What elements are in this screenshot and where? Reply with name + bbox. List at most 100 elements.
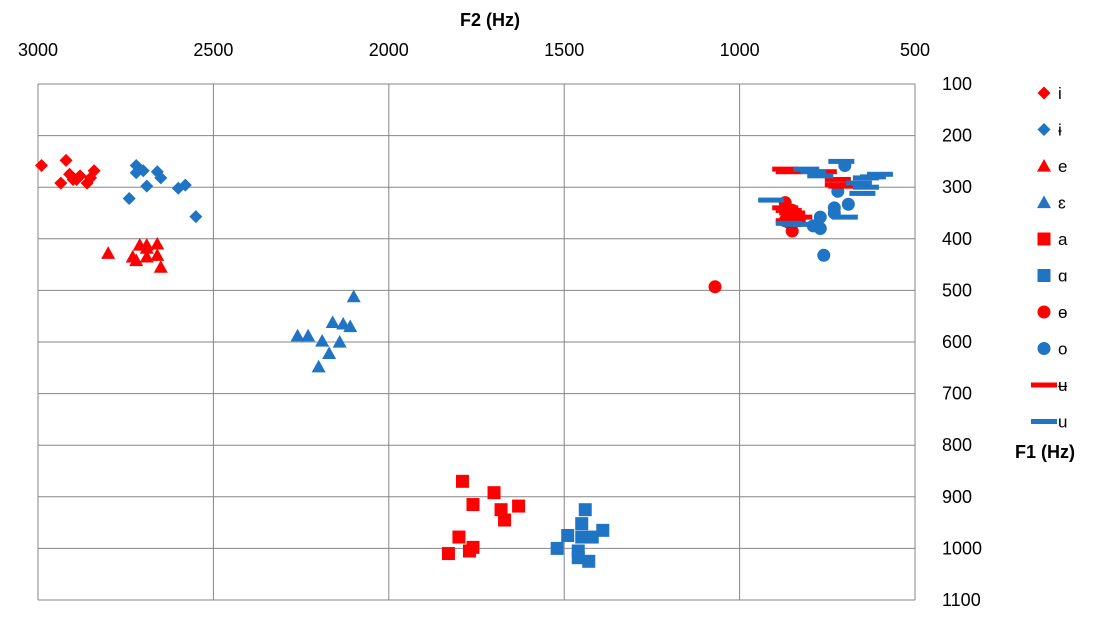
series-4 <box>441 474 526 561</box>
legend-label: ʉ <box>1058 376 1068 395</box>
data-point <box>828 183 855 189</box>
x-tick-label: 500 <box>900 40 930 60</box>
y-tick-label: 100 <box>942 74 972 94</box>
data-point <box>290 328 305 342</box>
data-point <box>136 164 150 178</box>
data-point <box>828 158 855 164</box>
legend-marker <box>1031 382 1057 388</box>
data-point <box>793 166 820 172</box>
data-point <box>322 346 337 359</box>
legend-marker <box>1031 419 1057 424</box>
legend-label: o <box>1058 340 1067 359</box>
data-point <box>817 248 831 262</box>
data-point <box>498 513 512 527</box>
data-point <box>785 224 799 238</box>
data-point <box>301 328 316 342</box>
data-point <box>813 210 827 224</box>
series-1 <box>122 159 203 224</box>
axes: 3000 2500 2000 1500 1000 500 100 200 300 400 500 60… <box>18 40 982 610</box>
data-point <box>775 218 802 224</box>
y-tick-label: 1000 <box>942 538 982 558</box>
data-point <box>831 214 858 220</box>
data-point <box>775 169 802 175</box>
legend-marker <box>1037 305 1051 319</box>
x-tick-label: 2500 <box>193 40 233 60</box>
data-point <box>122 192 136 206</box>
data-point <box>54 176 68 190</box>
data-point <box>487 486 501 500</box>
data-point <box>813 221 827 235</box>
data-point <box>596 523 610 537</box>
series-3 <box>290 289 361 373</box>
data-point <box>343 319 358 333</box>
data-point <box>786 214 813 220</box>
data-point <box>178 178 192 192</box>
data-point <box>325 315 340 328</box>
data-point <box>139 237 154 251</box>
data-point <box>35 159 49 173</box>
legend-marker <box>1037 232 1051 246</box>
data-point <box>550 541 564 555</box>
data-point <box>708 280 722 294</box>
data-point <box>575 530 589 544</box>
data-point <box>59 153 73 167</box>
data-point <box>841 197 855 211</box>
x-axis-title: F2 (Hz) <box>460 10 520 30</box>
data-point <box>494 503 508 517</box>
legend-marker <box>1037 195 1051 209</box>
data-point <box>575 517 589 531</box>
data-point <box>154 171 168 185</box>
y-tick-label: 700 <box>942 384 972 404</box>
gridlines <box>37 83 916 601</box>
data-point <box>578 503 592 517</box>
x-tick-label: 2000 <box>369 40 409 60</box>
y-tick-label: 600 <box>942 332 972 352</box>
data-point <box>332 335 347 348</box>
data-point <box>866 171 893 177</box>
y-axis-title: F1 (Hz) <box>1015 442 1075 462</box>
data-point <box>150 236 165 250</box>
y-tick-label: 400 <box>942 229 972 249</box>
legend-label: ɛ <box>1058 194 1066 213</box>
data-point <box>845 180 872 186</box>
data-point <box>775 207 802 213</box>
series-0 <box>35 153 101 190</box>
data-point <box>315 333 330 347</box>
x-tick-label: 1000 <box>720 40 760 60</box>
legend-label: a <box>1058 230 1068 249</box>
data-point <box>807 173 834 179</box>
data-point <box>80 176 94 190</box>
data-point <box>849 190 876 196</box>
x-tick-label: 1500 <box>544 40 584 60</box>
legend-marker <box>1037 123 1051 136</box>
data-point <box>782 221 809 227</box>
series-9 <box>758 158 893 227</box>
y-tick-label: 500 <box>942 280 972 300</box>
series-2 <box>101 236 168 273</box>
data-point <box>139 249 154 263</box>
legend-marker <box>1037 269 1051 282</box>
data-series <box>35 153 893 568</box>
data-point <box>779 210 806 216</box>
data-point <box>189 210 203 224</box>
data-point <box>311 359 326 373</box>
data-point <box>852 175 879 181</box>
data-point <box>455 474 469 488</box>
data-point <box>824 176 851 182</box>
legend-label: ɵ <box>1058 303 1067 322</box>
data-point <box>582 554 596 568</box>
legend-label: u <box>1058 413 1067 432</box>
legend-label: ɑ <box>1058 267 1067 286</box>
y-tick-label: 800 <box>942 435 972 455</box>
y-tick-label: 200 <box>942 126 972 146</box>
legend-marker <box>1037 342 1051 355</box>
data-point <box>150 248 165 261</box>
data-point <box>512 499 526 513</box>
y-tick-label: 300 <box>942 177 972 197</box>
data-point <box>758 197 785 203</box>
data-point <box>852 184 879 190</box>
data-point <box>466 498 480 512</box>
